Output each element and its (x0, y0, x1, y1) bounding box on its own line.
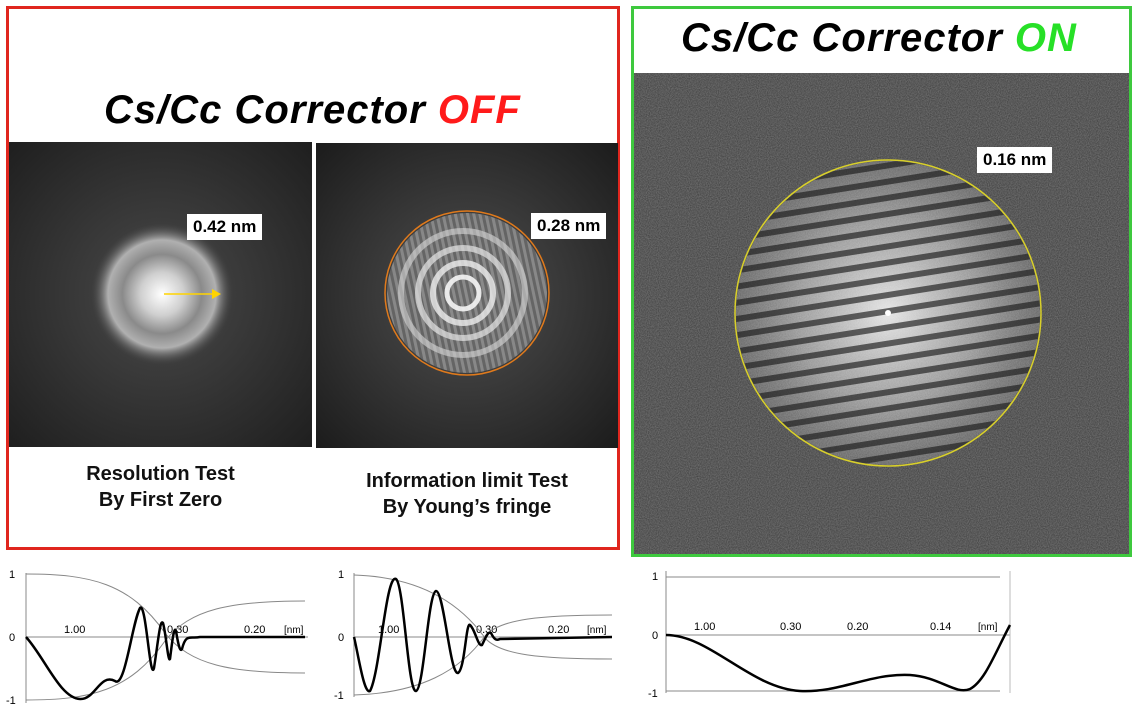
x-tick-label: 1.00 (64, 624, 85, 636)
first-zero-fft-image (9, 142, 312, 447)
x-tick-label: 0.20 (244, 624, 265, 636)
information-limit-caption: Information limit Test By Young’s fringe (316, 468, 618, 520)
envelope-lower (25, 600, 306, 701)
y-tick-top: 1 (652, 571, 658, 583)
ctf-curve (25, 606, 305, 701)
first-zero-fft-svg (9, 142, 312, 447)
youngs-fringe-fft-svg (316, 143, 618, 448)
y-tick-bottom: -1 (6, 695, 16, 707)
envelope-lower (353, 614, 613, 696)
youngs-fringe-fft-image (316, 143, 618, 448)
title-prefix: Cs/Cc Corrector (104, 88, 438, 132)
y-tick-mid: 0 (652, 630, 658, 642)
y-tick-mid: 0 (338, 632, 344, 644)
x-tick-label: 0.20 (847, 621, 868, 633)
corrected-limit-circle (734, 159, 1042, 467)
x-tick-label: 0.20 (548, 624, 569, 636)
corrected-fft-image (634, 73, 1129, 554)
x-tick-label: 1.00 (694, 621, 715, 633)
x-unit-label: [nm] (587, 625, 607, 636)
x-unit-label: [nm] (978, 622, 998, 633)
caption-line-1: Information limit Test (366, 470, 568, 492)
information-limit-circle (384, 210, 550, 376)
caption-line-2: By Young’s fringe (382, 496, 552, 518)
first-zero-ring (90, 222, 234, 366)
y-tick-bottom: -1 (648, 688, 658, 700)
title-state-on: ON (1014, 16, 1077, 60)
ctf-plot-on: 1 0 -1 1.00 0.30 0.20 0.14 [nm] (648, 571, 1012, 700)
corrector-on-title: Cs/Cc Corrector ON (681, 16, 1077, 61)
first-zero-measure-label: 0.42 nm (187, 214, 263, 240)
ctf-plot-off-first-zero: 1 0 -1 1.00 0.30 0.20 [nm] (6, 569, 308, 707)
ctf-curve (665, 624, 1012, 693)
y-tick-top: 1 (9, 569, 15, 581)
x-tick-label: 0.14 (930, 621, 951, 633)
y-tick-top: 1 (338, 569, 344, 581)
ctf-curve (352, 577, 613, 693)
envelope-upper (353, 574, 613, 660)
title-prefix: Cs/Cc Corrector (681, 16, 1015, 60)
caption-line-1: Resolution Test (86, 463, 235, 485)
corrector-off-title: Cs/Cc Corrector OFF (104, 88, 521, 133)
x-tick-label: 0.30 (780, 621, 801, 633)
youngs-fringe-measure-label: 0.28 nm (531, 213, 607, 239)
title-state-off: OFF (437, 88, 521, 132)
x-unit-label: [nm] (284, 625, 304, 636)
y-tick-mid: 0 (9, 632, 15, 644)
ctf-plot-off-information-limit: 1 0 -1 1.00 0.30 0.20 [nm] (334, 569, 613, 702)
measure-arrow-head (212, 289, 221, 299)
central-spot (885, 310, 891, 316)
corrected-fft-svg (634, 73, 1129, 554)
y-tick-bottom: -1 (334, 690, 344, 702)
resolution-test-caption: Resolution Test By First Zero (9, 461, 312, 513)
caption-line-2: By First Zero (98, 489, 223, 511)
corrected-measure-label: 0.16 nm (977, 147, 1053, 173)
